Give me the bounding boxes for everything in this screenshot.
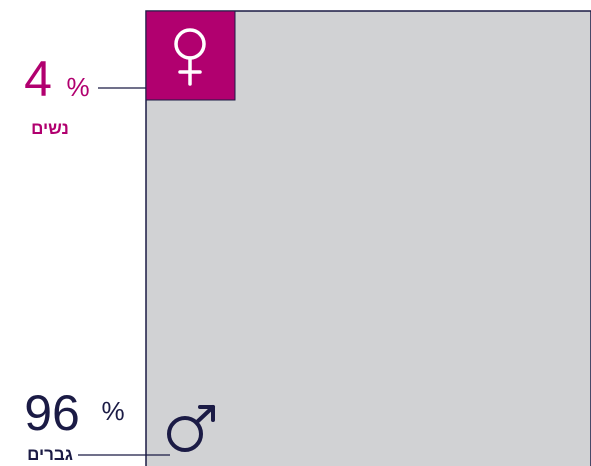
- category-label: נשים: [31, 119, 69, 138]
- unit-label: %: [66, 72, 89, 102]
- female-icon: [174, 28, 206, 86]
- unit-label: %: [101, 396, 124, 426]
- category-label: גברים: [27, 445, 73, 464]
- value-label: 96: [24, 385, 80, 441]
- male-icon: [167, 405, 215, 452]
- value-label: 4: [24, 51, 52, 107]
- marks: [145, 10, 591, 466]
- area-small: [145, 10, 236, 101]
